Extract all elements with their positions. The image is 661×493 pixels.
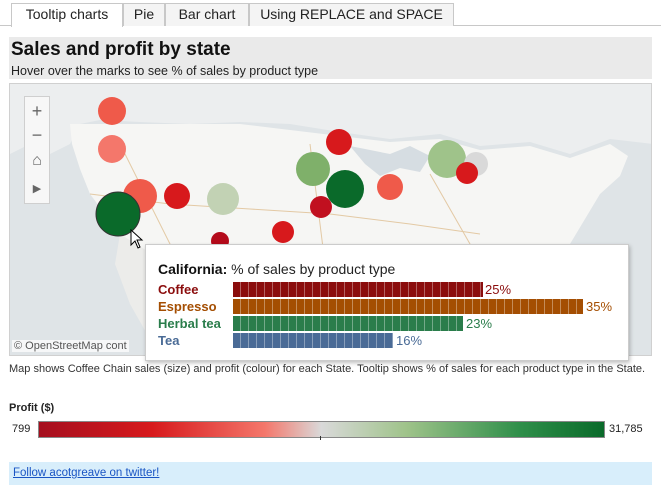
tooltip-state: California:: [158, 261, 228, 277]
home-icon[interactable]: ⌂: [32, 152, 42, 169]
marker-washington[interactable]: [98, 97, 126, 125]
tab-replace-space[interactable]: Using REPLACE and SPACE: [249, 3, 454, 26]
marker-missouri[interactable]: [310, 196, 332, 218]
tooltip-value-coffee: 25%: [485, 282, 512, 297]
tab-tooltip-charts[interactable]: Tooltip charts: [11, 3, 123, 27]
marker-wisconsin[interactable]: [326, 129, 352, 155]
marker-illinois[interactable]: [326, 170, 364, 208]
marker-connecticut[interactable]: [456, 162, 478, 184]
map-controls: + − ⌂ ▶: [24, 96, 50, 204]
map-credit[interactable]: © OpenStreetMap cont: [12, 340, 129, 352]
marker-utah[interactable]: [164, 183, 190, 209]
tooltip-label-tea: Tea: [158, 333, 180, 348]
page-subtitle: Hover over the marks to see % of sales b…: [11, 64, 319, 78]
tooltip-bar-tea: [233, 333, 393, 348]
legend-max: 31,785: [609, 423, 643, 435]
tab-bar: Tooltip charts Pie Bar chart Using REPLA…: [0, 0, 661, 27]
tooltip-title: California: % of sales by product type: [158, 261, 395, 277]
marker-colorado[interactable]: [207, 183, 239, 215]
marker-iowa[interactable]: [296, 152, 330, 186]
zoom-out-icon[interactable]: −: [31, 125, 43, 145]
tooltip-value-tea: 16%: [396, 333, 423, 348]
marker-california[interactable]: [95, 191, 141, 237]
tooltip-label-coffee: Coffee: [158, 282, 199, 297]
marker-oklahoma[interactable]: [272, 221, 294, 243]
tooltip-label-espresso: Espresso: [158, 299, 217, 314]
cursor-icon: [130, 229, 144, 249]
legend-min: 799: [12, 423, 31, 435]
legend-title: Profit ($): [9, 402, 55, 414]
tooltip-bar-espresso: [233, 299, 583, 314]
marker-oregon[interactable]: [98, 135, 126, 163]
footer-banner: Follow acotgreave on twitter!: [9, 462, 652, 485]
tooltip-title-text: % of sales by product type: [227, 261, 396, 277]
dashboard-header: Sales and profit by state Hover over the…: [9, 37, 652, 79]
state-tooltip: California: % of sales by product type C…: [145, 244, 629, 361]
tooltip-value-espresso: 35%: [586, 299, 613, 314]
zoom-in-icon[interactable]: +: [31, 101, 43, 121]
tooltip-value-herbal-tea: 23%: [466, 316, 493, 331]
tooltip-label-herbal-tea: Herbal tea: [158, 316, 221, 331]
profit-color-legend[interactable]: [38, 421, 605, 438]
tooltip-bar-herbal-tea: [233, 316, 463, 331]
expand-toolbar-icon[interactable]: ▶: [32, 183, 42, 195]
tab-pie[interactable]: Pie: [123, 3, 165, 26]
legend-midpoint-tick: [320, 436, 321, 440]
marker-new-york[interactable]: [428, 140, 466, 178]
tooltip-bar-coffee: [233, 282, 483, 297]
tab-bar-chart[interactable]: Bar chart: [165, 3, 249, 26]
marker-ohio[interactable]: [377, 174, 403, 200]
map-caption: Map shows Coffee Chain sales (size) and …: [9, 363, 646, 375]
twitter-link[interactable]: Follow acotgreave on twitter!: [13, 467, 160, 479]
page-title: Sales and profit by state: [11, 39, 231, 60]
